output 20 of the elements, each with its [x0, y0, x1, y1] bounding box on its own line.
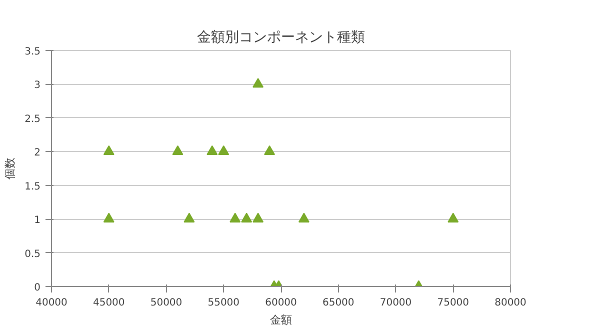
y-tick-label: 3	[34, 80, 41, 92]
x-tick-label: 55000	[208, 298, 240, 308]
x-tick-label: 80000	[494, 298, 526, 308]
x-tick-label: 45000	[92, 298, 125, 308]
y-tick-label: 1	[34, 215, 41, 226]
x-tick-label: 60000	[265, 298, 297, 308]
x-tick-label: 70000	[380, 298, 412, 308]
y-tick-label: 2.5	[24, 114, 41, 125]
y-axis-title: 個数	[4, 158, 17, 180]
y-tick-label: 3.5	[24, 46, 41, 58]
y-tick-label: 0	[34, 282, 41, 294]
x-tick-label: 40000	[36, 298, 68, 308]
chart-title: 金額別コンポーネント種類	[197, 30, 365, 46]
y-tick-label: 0.5	[24, 248, 41, 260]
y-tick-label: 2	[34, 148, 41, 159]
y-tick-label: 1.5	[24, 181, 41, 192]
x-tick-label: 75000	[437, 298, 470, 308]
x-axis-title: 金額	[270, 314, 292, 326]
x-tick-label: 65000	[322, 298, 354, 308]
x-tick-label: 50000	[150, 298, 182, 308]
